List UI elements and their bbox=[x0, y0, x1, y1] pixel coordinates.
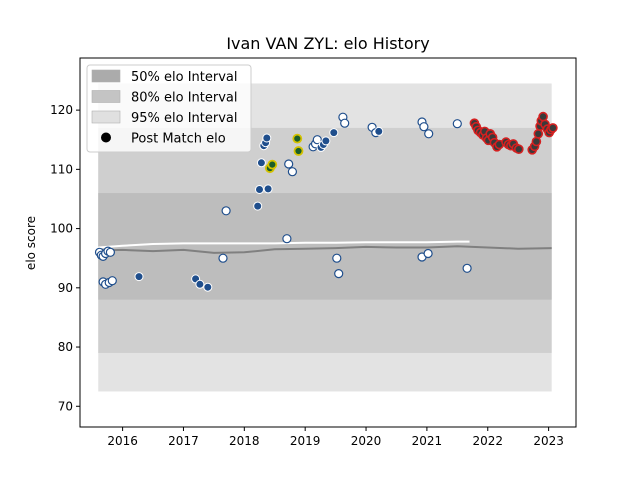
x-axis: 2016 2017 2018 2019 2020 2021 2022 2023 bbox=[107, 427, 564, 448]
y-tick-label-70: 70 bbox=[58, 399, 73, 413]
y-tick-label-80: 80 bbox=[58, 340, 73, 354]
post-match-point-51 bbox=[462, 263, 472, 273]
post-match-point-50 bbox=[452, 119, 462, 129]
legend-box bbox=[86, 64, 252, 153]
post-match-point-25 bbox=[267, 159, 278, 170]
post-match-point-27 bbox=[284, 159, 294, 169]
post-match-point-17 bbox=[253, 201, 263, 211]
x-tick-label-2016: 2016 bbox=[107, 434, 138, 448]
post-match-point-13 bbox=[195, 279, 205, 289]
post-match-point-16 bbox=[221, 206, 231, 216]
median-elo-line bbox=[98, 240, 470, 249]
post-match-point-41 bbox=[340, 118, 350, 128]
post-match-point-39 bbox=[334, 269, 344, 279]
post-match-point-70 bbox=[513, 144, 524, 154]
post-match-point-19 bbox=[256, 158, 266, 168]
post-match-point-10 bbox=[107, 276, 117, 286]
post-match-point-18 bbox=[255, 185, 264, 194]
legend-swatch-1 bbox=[91, 69, 121, 83]
legend-label-3: 95% elo Interval bbox=[131, 111, 238, 126]
legend-label-4: Post Match elo bbox=[131, 132, 226, 147]
x-tick-label-2018: 2018 bbox=[229, 434, 260, 448]
post-match-point-73 bbox=[531, 136, 542, 147]
post-match-point-11 bbox=[134, 272, 144, 282]
chart-title: Ivan VAN ZYL: elo History bbox=[226, 34, 429, 53]
post-match-point-49 bbox=[424, 129, 434, 139]
post-match-point-22 bbox=[262, 133, 272, 143]
legend-label-1: 50% elo Interval bbox=[131, 70, 238, 85]
legend: 50% elo Interval 80% elo Interval 95% elo … bbox=[86, 64, 252, 153]
y-tick-label-90: 90 bbox=[58, 281, 73, 295]
x-tick-label-2020: 2020 bbox=[351, 434, 382, 448]
post-match-point-15 bbox=[218, 253, 228, 263]
y-axis: 70 80 90 100 110 120 bbox=[50, 103, 80, 413]
post-match-point-77 bbox=[538, 111, 548, 122]
post-match-point-26 bbox=[282, 234, 292, 244]
post-match-point-44 bbox=[374, 126, 384, 136]
post-match-point-29 bbox=[292, 133, 303, 144]
post-match-point-30 bbox=[293, 146, 304, 156]
post-match-point-14 bbox=[203, 282, 213, 292]
x-tick-label-2019: 2019 bbox=[290, 434, 321, 448]
post-match-point-36 bbox=[321, 136, 331, 146]
x-tick-label-2023: 2023 bbox=[533, 434, 564, 448]
y-tick-label-100: 100 bbox=[50, 222, 73, 236]
x-tick-label-2022: 2022 bbox=[472, 434, 503, 448]
y-tick-label-120: 120 bbox=[50, 103, 73, 117]
legend-swatch-2 bbox=[91, 90, 121, 103]
x-tick-label-2021: 2021 bbox=[412, 434, 443, 448]
legend-marker-post-match bbox=[101, 132, 111, 143]
legend-swatch-3 bbox=[91, 110, 121, 124]
post-match-point-37 bbox=[329, 128, 339, 138]
post-match-point-46 bbox=[419, 122, 429, 132]
post-match-point-74 bbox=[533, 129, 544, 139]
post-match-point-33 bbox=[312, 135, 322, 145]
post-match-point-82 bbox=[548, 123, 558, 133]
axes-frame bbox=[79, 57, 577, 428]
secondary-elo-line bbox=[98, 245, 552, 254]
post-match-point-38 bbox=[332, 253, 342, 263]
y-tick-label-110: 110 bbox=[50, 162, 73, 176]
post-match-point-28 bbox=[287, 167, 297, 177]
post-match-point-48 bbox=[423, 248, 433, 259]
x-tick-label-2017: 2017 bbox=[168, 434, 199, 448]
post-match-point-6 bbox=[105, 247, 116, 257]
y-axis-label: elo score bbox=[24, 216, 38, 270]
legend-label-2: 80% elo Interval bbox=[131, 91, 238, 106]
post-match-point-23 bbox=[263, 184, 273, 194]
